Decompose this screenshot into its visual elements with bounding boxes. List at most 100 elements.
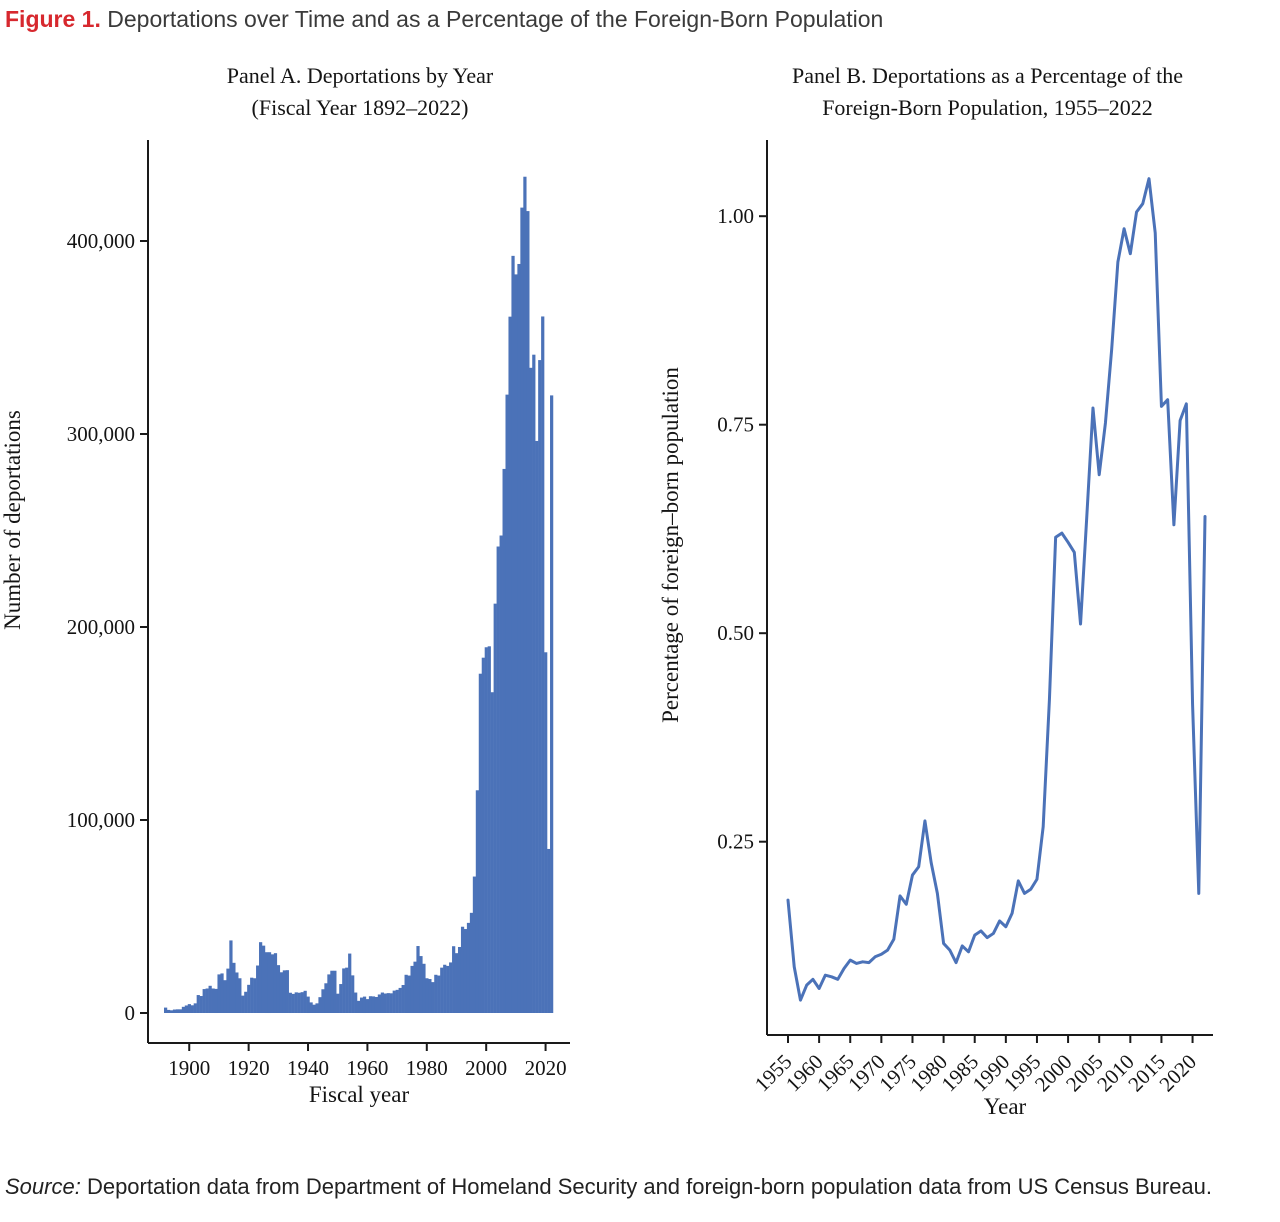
bar [529, 367, 533, 1013]
figure-label: Figure 1. [5, 6, 101, 32]
bar [321, 989, 325, 1013]
y-axis-label-a: Number of deportations [0, 410, 25, 630]
bar [303, 990, 307, 1013]
bar [496, 546, 500, 1013]
bar [273, 953, 278, 1013]
figure-caption: Figure 1. Deportations over Time and as … [5, 5, 1275, 35]
bar [220, 973, 224, 1013]
bar [404, 974, 408, 1013]
panel-a-title-line1: Panel A. Deportations by Year [226, 63, 494, 88]
bar [541, 316, 545, 1013]
bar [398, 987, 402, 1013]
bar [351, 975, 355, 1013]
bar [499, 535, 503, 1013]
bar [181, 1006, 186, 1013]
source-text: Deportation data from Department of Home… [86, 1174, 1213, 1199]
y-axis-label-b: Percentage of foreign–born population [658, 367, 683, 723]
bar [232, 962, 236, 1013]
bar [202, 989, 206, 1013]
bar [469, 912, 474, 1013]
axis-spine [147, 140, 570, 1044]
bar [226, 968, 230, 1013]
bar [431, 982, 435, 1013]
bar [416, 946, 420, 1013]
bar [345, 967, 349, 1013]
bar [478, 673, 482, 1013]
bar [172, 1009, 177, 1013]
x-tick-label: 2000 [465, 1056, 507, 1080]
bar [288, 992, 292, 1014]
bar [214, 988, 218, 1014]
bar [440, 967, 444, 1013]
bar [294, 992, 298, 1013]
bar [377, 994, 382, 1013]
bar [481, 657, 485, 1013]
panel-b-title: Panel B. Deportations as a Percentage of… [705, 60, 1270, 124]
bar [285, 970, 289, 1013]
bar [196, 995, 200, 1013]
bar [169, 1010, 174, 1013]
bar [371, 996, 376, 1013]
bar [279, 972, 284, 1013]
bar [383, 993, 387, 1013]
bar [505, 394, 509, 1013]
bar [312, 1004, 316, 1013]
bar [190, 1005, 194, 1013]
bar [457, 946, 462, 1013]
bar [365, 999, 370, 1013]
bar [526, 211, 530, 1013]
bar [401, 985, 405, 1013]
bar [342, 968, 346, 1013]
bar [538, 360, 542, 1013]
y-tick-label: 0.50 [717, 621, 754, 645]
bar [362, 996, 367, 1014]
bar [532, 354, 536, 1013]
trend-line [786, 177, 1207, 1002]
bar [199, 996, 203, 1013]
bar [520, 207, 524, 1014]
bar [374, 996, 379, 1013]
bar [256, 965, 260, 1013]
bar [264, 952, 269, 1014]
bar [449, 962, 453, 1013]
bar [238, 978, 242, 1013]
figure-title: Deportations over Time and as a Percenta… [107, 6, 884, 32]
bar [517, 263, 521, 1014]
x-tick-label: 1920 [228, 1056, 270, 1080]
bar [166, 1009, 171, 1013]
bar [413, 961, 417, 1013]
bar [455, 953, 459, 1013]
bar [330, 970, 334, 1013]
bar [407, 975, 411, 1013]
y-tick-label: 0.25 [717, 830, 754, 854]
bar [241, 995, 245, 1013]
y-tick-label: 400,000 [67, 229, 135, 253]
bar [487, 646, 491, 1013]
bar [208, 985, 212, 1013]
x-axis-label-b: Year [984, 1094, 1027, 1119]
y-tick-label: 100,000 [67, 808, 135, 832]
bar [261, 945, 266, 1013]
bar [235, 972, 239, 1013]
bar [446, 965, 450, 1013]
bar [437, 975, 441, 1013]
x-tick-label: 1900 [168, 1056, 210, 1080]
panel-a-title-line2: (Fiscal Year 1892–2022) [251, 94, 469, 120]
bar [359, 997, 364, 1013]
bar [339, 984, 343, 1013]
bar [357, 1000, 361, 1013]
y-tick-label: 0 [125, 1001, 136, 1025]
bar [395, 989, 399, 1013]
source-note: Source: Deportation data from Department… [5, 1170, 1257, 1204]
bar [184, 1005, 189, 1013]
bar [300, 992, 304, 1013]
bar [348, 953, 352, 1013]
bar [511, 255, 515, 1014]
bar [324, 983, 328, 1013]
y-tick-label: 0.75 [717, 413, 754, 437]
panel-b-title-line2: Foreign-Born Population, 1955–2022 [822, 94, 1153, 120]
bar [175, 1009, 180, 1013]
x-axis-label-a: Fiscal year [309, 1082, 410, 1107]
bar [466, 922, 471, 1013]
bar [523, 176, 527, 1014]
